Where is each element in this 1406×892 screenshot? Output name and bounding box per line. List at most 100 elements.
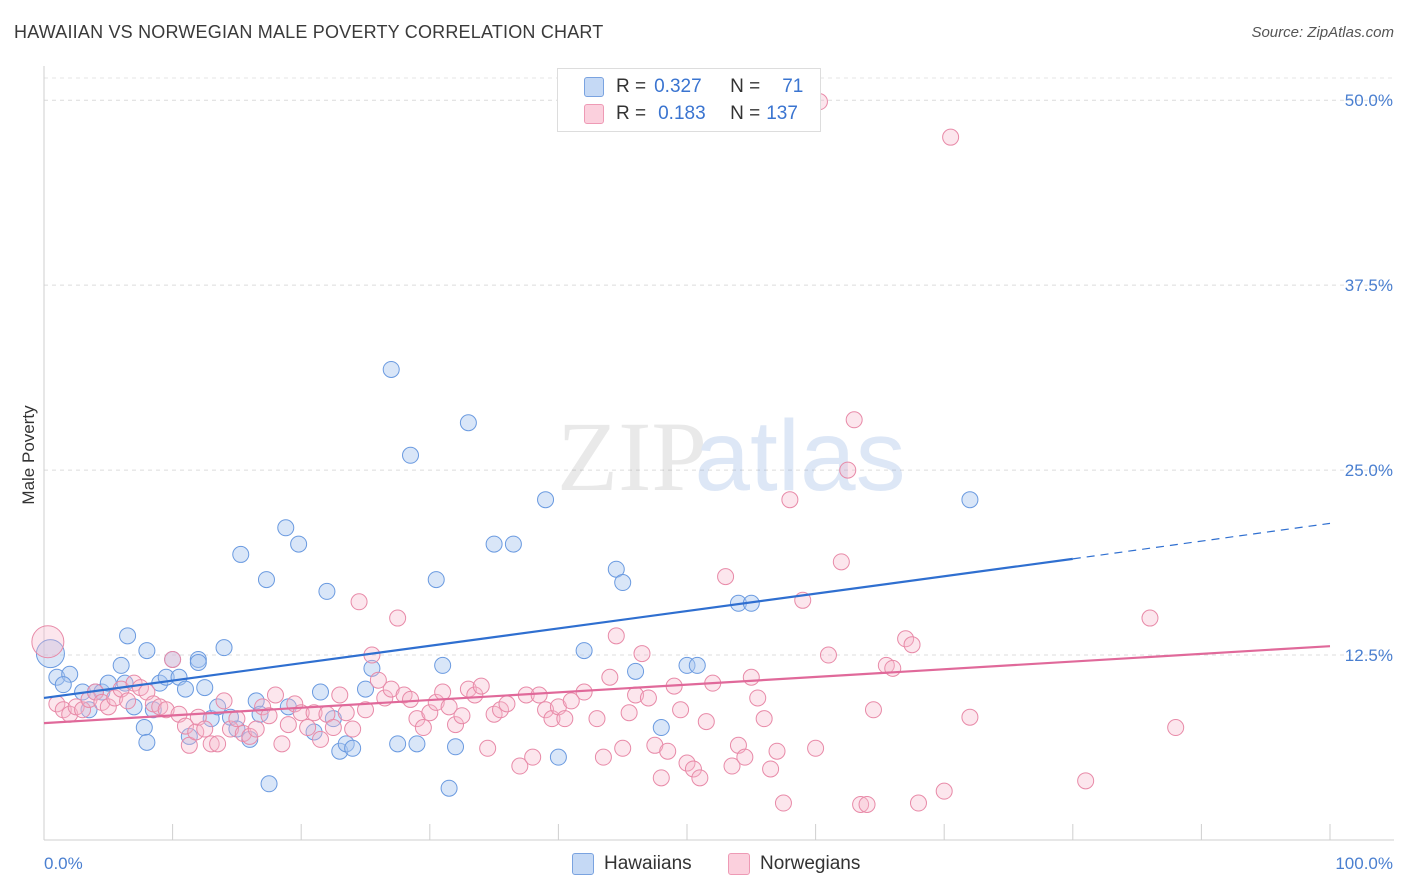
data-point [54,676,72,694]
data-point [80,701,98,719]
data-point [601,668,619,686]
data-point [187,723,205,741]
bottom-legend-norwegians: Norwegians [728,850,860,878]
trend-line [43,557,1073,700]
data-point [524,748,542,766]
data-point [762,760,780,778]
data-point [736,748,754,766]
data-point [549,748,567,766]
data-point [504,535,522,553]
source-label: Source: ZipAtlas.com [1251,24,1394,41]
data-point [389,609,407,627]
data-point [176,680,194,698]
data-point [357,701,374,719]
legend-n-value: 137 [766,103,798,124]
legend-row-hawaiians: R = 0.327 N = 71 [584,75,803,99]
data-point [61,665,79,683]
data-point [232,545,250,563]
data-point [594,748,612,766]
series-norwegians-points [31,93,1185,813]
data-point [273,735,291,753]
legend-r-label: R = [616,76,647,97]
x-tick-label: 100.0% [1335,854,1393,873]
data-point [331,686,349,704]
data-point [691,769,709,787]
data-point [357,680,374,698]
data-point [414,719,432,737]
bottom-legend-swatch-hawaiians [572,853,594,875]
x-tick-label: 0.0% [44,854,83,873]
data-point [819,646,837,664]
data-point [781,491,799,509]
data-point [678,754,696,772]
data-point [257,571,275,589]
data-point [485,535,503,553]
data-point [723,757,741,775]
data-point [511,757,529,775]
data-point [112,656,130,674]
data-point [774,794,792,812]
data-point [324,719,342,737]
bottom-legend-hawaiians: Hawaiians [572,850,692,878]
data-point [440,779,458,797]
data-point [768,742,786,760]
data-point [434,656,452,674]
axes [43,66,1394,841]
data-point [678,656,696,674]
data-point [260,775,278,793]
data-point [1167,719,1185,737]
data-point [562,692,580,710]
legend-r-value: 0.183 [658,103,706,124]
data-point [459,414,477,432]
data-point [209,735,227,753]
data-point [672,701,690,719]
data-point [189,653,207,671]
legend-r-value: 0.327 [654,76,702,97]
data-point [659,742,677,760]
watermark-zip: ZIP [557,401,707,512]
data-point [279,716,297,734]
trend-line-extension [1072,522,1331,560]
y-tick-label: 37.5% [1345,276,1393,295]
data-point [196,679,214,697]
data-point [176,717,194,735]
data-point [807,739,825,757]
y-tick-label: 50.0% [1345,91,1393,110]
data-point [389,735,407,753]
data-point [607,627,625,645]
data-point [832,553,850,571]
data-point [688,656,706,674]
stats-legend: R = 0.327 N = 71 R = 0.183 N = 137 [557,68,821,132]
data-point [472,677,490,695]
y-tick-label: 12.5% [1345,646,1393,665]
bottom-legend-label-hawaiians: Hawaiians [604,853,692,874]
data-point [492,701,510,719]
data-point [453,707,471,725]
data-point [884,659,902,677]
data-point [864,701,882,719]
data-point [402,446,420,464]
data-point [311,683,329,701]
data-point [311,730,329,748]
legend-n-label: N = [730,103,761,124]
data-point [277,519,295,537]
data-point [119,692,137,710]
data-point [961,491,979,509]
chart-title: HAWAIIAN VS NORWEGIAN MALE POVERTY CORRE… [14,22,604,42]
data-point [402,690,420,708]
data-point [421,704,439,722]
watermark: ZIP atlas [557,400,906,512]
data-point [614,739,632,757]
data-point [434,683,452,701]
data-point [839,461,857,479]
data-point [1141,609,1159,627]
data-point [344,739,362,757]
trend-lines [43,522,1331,725]
data-point [290,535,308,553]
data-point [196,720,214,738]
data-point [627,662,645,680]
data-point [447,716,465,734]
data-point [221,720,239,738]
legend-swatch-hawaiians [584,77,604,97]
data-point [427,571,445,589]
